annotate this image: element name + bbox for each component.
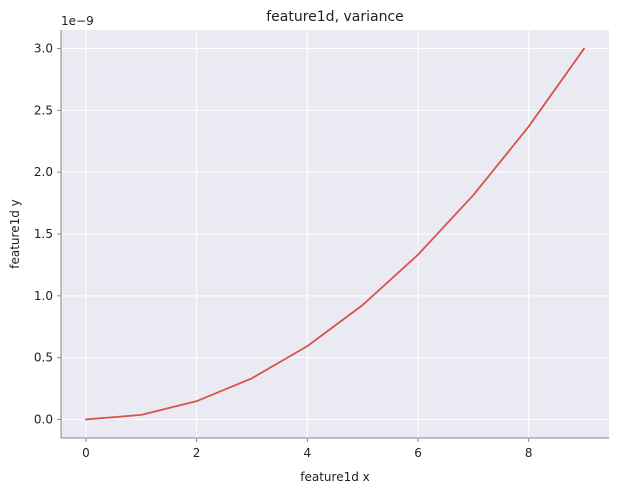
x-tick-label: 4: [304, 446, 312, 460]
tick-labels: 0 2 4 6 8 0.0 0.5 1.0 1.5 2.0 2.5 3.0: [34, 42, 533, 460]
y-tick-label: 0.0: [34, 412, 53, 426]
axes: [57, 30, 609, 442]
y-tick-label: 3.0: [34, 42, 53, 56]
x-tick-label: 8: [525, 446, 533, 460]
y-tick-label: 1.5: [34, 227, 53, 241]
y-offset-label: 1e−9: [61, 14, 94, 28]
x-tick-label: 0: [82, 446, 90, 460]
chart-title: feature1d, variance: [266, 9, 404, 25]
y-tick-label: 2.0: [34, 165, 53, 179]
x-tick-label: 6: [414, 446, 422, 460]
grid: [61, 30, 609, 438]
y-tick-label: 0.5: [34, 351, 53, 365]
y-axis-title: feature1d y: [8, 199, 22, 269]
series-line: [85, 47, 585, 421]
y-tick-label: 1.0: [34, 289, 53, 303]
x-axis-title: feature1d x: [300, 470, 370, 484]
x-tick-label: 2: [193, 446, 201, 460]
y-tick-label: 2.5: [34, 103, 53, 117]
series-layer: [85, 47, 585, 421]
